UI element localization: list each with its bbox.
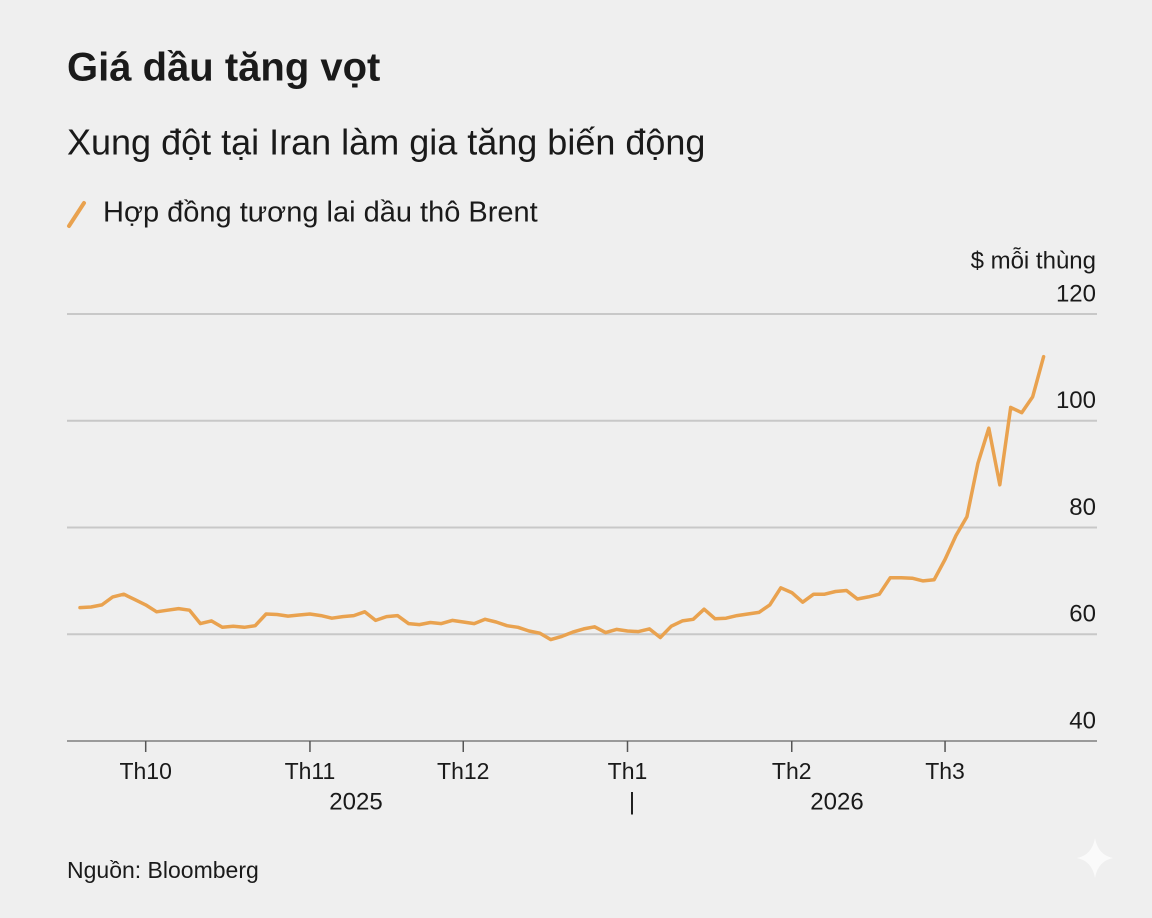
year-label: 2025 bbox=[329, 788, 382, 815]
x-tick-label: Th10 bbox=[119, 758, 171, 784]
year-label: 2026 bbox=[810, 788, 863, 815]
y-axis-label: $ mỗi thùng bbox=[971, 247, 1096, 274]
legend-label: Hợp đồng tương lai dầu thô Brent bbox=[103, 197, 538, 229]
x-tick-label: Th1 bbox=[608, 758, 648, 784]
x-tick-label: Th12 bbox=[437, 758, 489, 784]
x-tick-label: Th3 bbox=[925, 758, 965, 784]
y-tick-label: 100 bbox=[1056, 387, 1096, 414]
y-tick-label: 60 bbox=[1069, 601, 1096, 628]
sparkle-icon bbox=[1077, 838, 1113, 878]
y-tick-label: 120 bbox=[1056, 280, 1096, 307]
chart-title: Giá dầu tăng vọt bbox=[67, 46, 380, 90]
x-tick-label: Th2 bbox=[772, 758, 812, 784]
y-tick-label: 40 bbox=[1069, 707, 1096, 734]
legend-swatch bbox=[67, 201, 86, 228]
chart-subtitle: Xung đột tại Iran làm gia tăng biến động bbox=[67, 122, 705, 163]
x-tick-label: Th11 bbox=[285, 758, 336, 784]
y-tick-label: 80 bbox=[1069, 494, 1096, 521]
source: Nguồn: Bloomberg bbox=[67, 857, 259, 883]
price-line bbox=[78, 354, 1046, 642]
year-separator: | bbox=[629, 788, 635, 815]
